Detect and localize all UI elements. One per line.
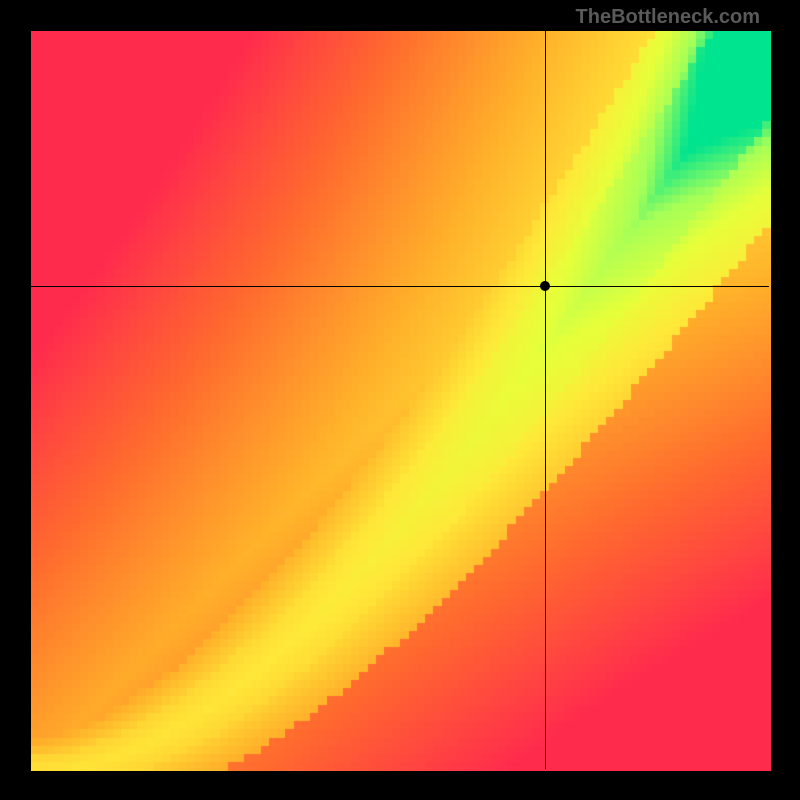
crosshair-vertical	[545, 31, 546, 769]
crosshair-horizontal	[31, 286, 769, 287]
heatmap-canvas	[31, 31, 771, 771]
marker-dot	[540, 281, 550, 291]
watermark-text: TheBottleneck.com	[576, 6, 760, 29]
heatmap-chart	[30, 30, 770, 770]
